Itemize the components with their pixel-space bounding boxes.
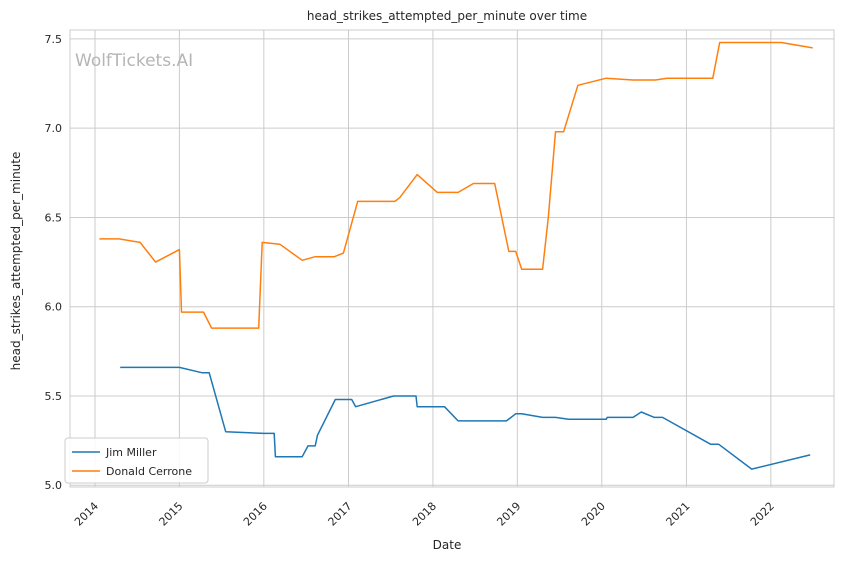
legend-label-jim-miller: Jim Miller xyxy=(105,446,157,459)
x-axis-label: Date xyxy=(433,538,462,552)
legend-box xyxy=(64,437,209,484)
series-line-jim-miller xyxy=(120,366,811,470)
watermark: WolfTickets.AI xyxy=(75,51,193,71)
y-tick-label: 7.0 xyxy=(45,122,63,135)
y-tick-label: 6.5 xyxy=(45,211,63,224)
series-lines xyxy=(99,41,813,470)
y-tick-label: 7.5 xyxy=(45,33,63,46)
y-axis-label: head_strikes_attempted_per_minute xyxy=(9,152,23,371)
series-line-donald-cerrone xyxy=(99,41,813,329)
plot-frame xyxy=(69,29,835,488)
y-axis-ticks: 5.0 5.5 6.0 6.5 7.0 7.5 xyxy=(45,33,63,492)
y-tick-label: 5.5 xyxy=(45,390,63,403)
grid xyxy=(70,30,834,487)
y-tick-label: 5.0 xyxy=(45,479,63,492)
legend-label-donald-cerrone: Donald Cerrone xyxy=(106,465,192,478)
y-tick-label: 6.0 xyxy=(45,301,63,314)
legend: Jim Miller Donald Cerrone xyxy=(64,437,209,484)
chart-title: head_strikes_attempted_per_minute over t… xyxy=(307,9,587,23)
